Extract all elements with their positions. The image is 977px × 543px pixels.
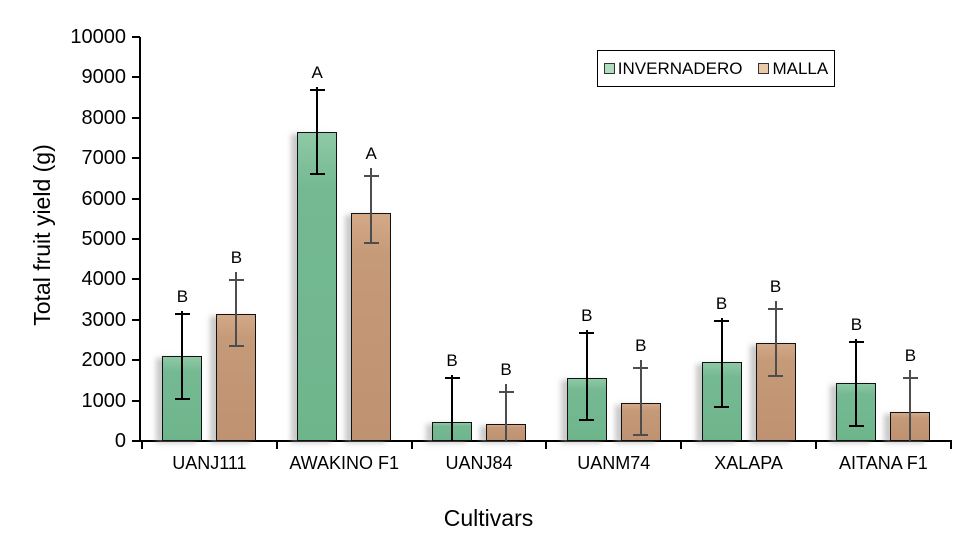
error-bar-cap-bottom xyxy=(579,418,595,421)
invernadero-swatch-icon xyxy=(603,63,615,74)
error-bar-cap-top xyxy=(768,307,784,310)
significance-letter: A xyxy=(311,62,323,82)
error-bar-cap-top xyxy=(363,175,379,178)
significance-letter: B xyxy=(581,305,593,325)
y-axis-tick xyxy=(132,197,140,200)
error-bar-line xyxy=(451,375,453,441)
y-axis-tick xyxy=(132,76,140,79)
x-axis-tick xyxy=(545,441,548,449)
x-axis-tick xyxy=(949,441,952,449)
legend-label-malla: MALLA xyxy=(772,59,829,78)
error-bar-line xyxy=(720,317,723,407)
error-bar-cap-top xyxy=(444,377,460,380)
significance-letter: A xyxy=(365,144,377,164)
significance-letter: B xyxy=(715,293,728,313)
y-axis-tick xyxy=(132,116,140,119)
error-bar-cap-bottom xyxy=(309,173,325,176)
error-bar-cap-bottom xyxy=(848,424,864,427)
y-axis-tick-label: 0 xyxy=(114,430,126,452)
error-bar-cap-top xyxy=(714,319,730,322)
significance-letter: B xyxy=(850,315,863,335)
y-axis-tick xyxy=(132,440,140,442)
error-bar-line xyxy=(505,383,507,441)
error-bar-line xyxy=(316,86,319,175)
y-axis-tick xyxy=(132,318,140,321)
significance-letter: B xyxy=(635,336,647,356)
y-axis-tick xyxy=(132,238,140,240)
y-axis-line xyxy=(139,37,141,441)
significance-letter: B xyxy=(176,286,189,306)
error-bar-cap-top xyxy=(848,341,864,344)
y-axis-tick xyxy=(132,36,140,38)
y-axis-title: Total fruit yield (g) xyxy=(29,144,55,326)
category-label: XALAPA xyxy=(714,453,783,473)
error-bar-line xyxy=(909,370,912,441)
y-axis-tick-label: 5000 xyxy=(81,228,127,250)
y-axis-tick xyxy=(132,359,140,362)
bar-malla-AWAKINO F1 xyxy=(351,212,392,441)
category-label: UANJ84 xyxy=(445,453,513,473)
error-bar-cap-bottom xyxy=(363,242,379,245)
significance-letter: B xyxy=(446,351,458,371)
y-axis-tick-label: 8000 xyxy=(81,106,127,129)
error-bar-cap-bottom xyxy=(174,397,190,400)
x-axis-title: Cultivars xyxy=(443,505,534,531)
y-axis-tick xyxy=(132,157,140,160)
y-axis-tick-label: 9000 xyxy=(81,66,127,89)
error-bar-cap-top xyxy=(309,88,325,91)
y-axis-tick-label: 10000 xyxy=(70,26,126,48)
error-bar-cap-top xyxy=(174,312,190,315)
y-axis-tick-label: 3000 xyxy=(81,308,127,331)
error-bar-line xyxy=(855,339,858,426)
error-bar-line xyxy=(774,300,777,377)
y-axis-tick-label: 6000 xyxy=(81,187,127,210)
y-axis-tick-label: 1000 xyxy=(81,389,127,412)
error-bar-cap-bottom xyxy=(714,405,730,408)
legend-label-invernadero: INVERNADERO xyxy=(617,59,743,78)
error-bar-line xyxy=(585,329,588,420)
bar-invernadero-AWAKINO F1 xyxy=(297,131,338,441)
category-label: UANJ111 xyxy=(172,453,247,473)
y-axis-tick-label: 7000 xyxy=(81,147,127,170)
x-axis-tick xyxy=(141,441,143,449)
y-axis-tick xyxy=(132,399,140,402)
significance-letter: B xyxy=(500,359,512,379)
error-bar-cap-top xyxy=(579,331,595,334)
error-bar-line xyxy=(235,272,238,347)
y-axis-tick-label: 2000 xyxy=(81,349,127,372)
significance-letter: B xyxy=(230,248,243,268)
legend-item-invernadero: INVERNADERO xyxy=(603,59,743,78)
x-axis-tick xyxy=(680,441,683,449)
significance-letter: B xyxy=(769,276,782,296)
error-bar-cap-bottom xyxy=(228,345,244,348)
legend-item-malla: MALLA xyxy=(758,60,828,77)
error-bar-cap-top xyxy=(902,377,918,380)
error-bar-cap-bottom xyxy=(633,433,649,436)
malla-swatch-icon xyxy=(758,63,770,74)
y-axis-tick-label: 4000 xyxy=(81,268,127,291)
y-axis-tick xyxy=(132,278,140,281)
x-axis-tick xyxy=(815,441,817,449)
category-label: AITANA F1 xyxy=(839,453,928,473)
error-bar-cap-top xyxy=(228,279,244,282)
error-bar-cap-bottom xyxy=(768,375,784,378)
error-bar-line xyxy=(639,360,642,435)
x-axis-tick xyxy=(410,441,413,449)
legend: INVERNADERO MALLA xyxy=(597,50,835,87)
error-bar-cap-top xyxy=(498,390,514,393)
significance-letter: B xyxy=(904,346,917,366)
category-label: UANM74 xyxy=(577,453,651,473)
error-bar-line xyxy=(181,310,184,399)
error-bar-cap-top xyxy=(633,367,649,370)
x-axis-tick xyxy=(275,441,278,449)
error-bar-line xyxy=(370,168,373,244)
category-label: AWAKINO F1 xyxy=(289,453,400,473)
